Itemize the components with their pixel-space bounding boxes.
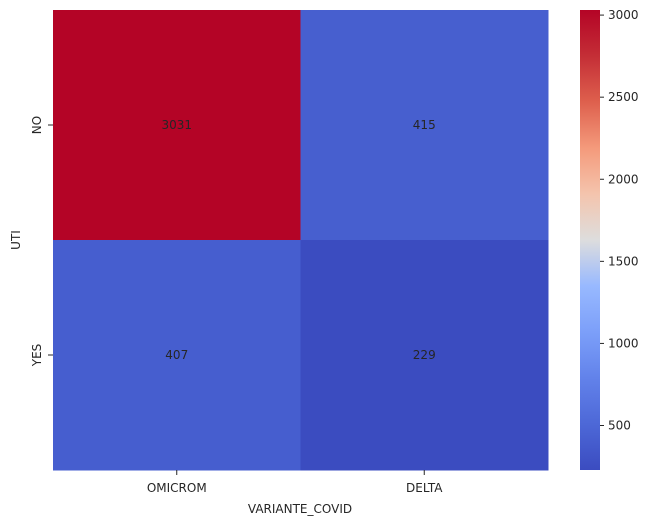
colorbar-ticks: 500 1000 1500 2000 2500 3000 <box>600 8 639 433</box>
heatmap-cell-value: 407 <box>165 348 188 362</box>
x-axis-ticks: OMICROM DELTA <box>147 470 443 495</box>
heatmap-cell-value: 415 <box>413 118 436 132</box>
heatmap-cell-labels: 3031 415 407 229 <box>161 118 435 362</box>
heatmap-cell <box>300 240 549 471</box>
x-axis-label: VARIANTE_COVID <box>248 502 352 516</box>
y-tick-label: NO <box>30 116 44 134</box>
colorbar-tick-label: 500 <box>608 419 631 433</box>
x-tick-label: DELTA <box>406 481 443 495</box>
colorbar-tick-label: 2500 <box>608 90 639 104</box>
heatmap-cell-value: 229 <box>413 348 436 362</box>
heatmap-cell <box>53 10 301 241</box>
heatmap-cells <box>53 10 549 471</box>
colorbar-tick-label: 2000 <box>608 172 639 186</box>
heatmap-cell-value: 3031 <box>161 118 192 132</box>
x-tick-label: OMICROM <box>147 481 207 495</box>
y-axis-ticks: NO YES <box>30 116 53 367</box>
heatmap-cell <box>300 10 549 241</box>
colorbar-tick-label: 3000 <box>608 8 639 22</box>
colorbar-tick-label: 1500 <box>608 254 639 268</box>
y-tick-label: YES <box>30 344 44 368</box>
colorbar-tick-label: 1000 <box>608 336 639 350</box>
y-axis-label: UTI <box>9 230 23 250</box>
heatmap-cell <box>53 240 301 471</box>
colorbar <box>580 10 600 470</box>
